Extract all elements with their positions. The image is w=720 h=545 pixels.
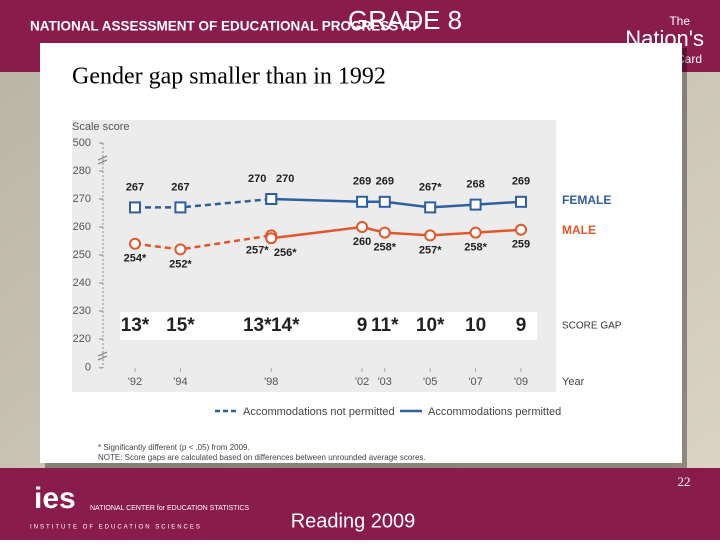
- y-tick-label: 280: [73, 165, 91, 177]
- value-label: 270: [276, 173, 294, 185]
- value-label: 269: [376, 176, 394, 188]
- x-tick-label: '02: [355, 376, 369, 388]
- series-line: [271, 197, 522, 209]
- value-label: 256*: [274, 247, 297, 259]
- value-label: 267*: [419, 181, 442, 193]
- footer-band: [0, 468, 720, 540]
- x-tick-label: '98: [264, 376, 278, 388]
- marker: [129, 237, 141, 250]
- axis-break: [97, 351, 108, 361]
- x-tick-label: '05: [423, 376, 437, 388]
- marker: [469, 198, 482, 211]
- value-label: 257*: [419, 244, 442, 256]
- y-tick-label: 220: [73, 333, 91, 345]
- gap-value: 10*: [416, 315, 445, 336]
- marker: [378, 226, 391, 239]
- legend-label: Accommodations not permitted: [243, 406, 395, 418]
- marker: [515, 223, 527, 236]
- gap-value: 13*: [121, 315, 150, 336]
- gap-label: SCORE GAP: [562, 321, 622, 332]
- marker: [424, 201, 437, 214]
- marker: [424, 229, 437, 242]
- gap-value: 11*: [371, 315, 399, 336]
- value-label: 258*: [373, 242, 396, 254]
- gap-value: 15*: [166, 315, 195, 336]
- marker: [469, 226, 482, 239]
- value-label: 258*: [464, 242, 487, 254]
- y-tick-label: 250: [73, 249, 91, 261]
- x-tick-label: '07: [468, 376, 482, 388]
- y-tick-label: 500: [73, 137, 91, 149]
- gap-value: 10: [465, 315, 486, 336]
- ies-logo: ies: [34, 482, 76, 515]
- gap-value: 13*: [243, 315, 272, 336]
- legend-label: Accommodations permitted: [428, 406, 561, 418]
- page-number: 22: [678, 474, 691, 489]
- value-label: 259: [512, 239, 530, 251]
- marker: [265, 193, 278, 205]
- x-axis-label: Year: [562, 376, 585, 388]
- gap-box: [120, 312, 537, 340]
- header-text: NATIONAL ASSESSMENT OF EDUCATIONAL PROGR…: [30, 19, 419, 34]
- marker: [378, 195, 391, 208]
- x-tick-label: '92: [128, 376, 142, 388]
- value-label: 254*: [124, 253, 147, 265]
- value-label: 268: [466, 179, 484, 191]
- marker: [129, 201, 141, 214]
- value-label: 260: [353, 236, 371, 248]
- x-tick-label: '94: [173, 376, 187, 388]
- y-tick-label: 0: [85, 362, 91, 374]
- gap-value: 9: [516, 315, 527, 336]
- value-label: 270: [248, 173, 266, 185]
- value-label: 269: [353, 176, 371, 188]
- gap-value: 14*: [271, 315, 300, 336]
- nces: NATIONAL CENTER for EDUCATION STATISTICS: [90, 505, 249, 512]
- marker: [356, 221, 369, 233]
- institute: INSTITUTE OF EDUCATION SCIENCES: [30, 525, 202, 531]
- y-tick-label: 260: [73, 221, 91, 233]
- x-tick-label: '03: [378, 376, 392, 388]
- series-label: FEMALE: [562, 193, 611, 207]
- series-label: MALE: [562, 223, 596, 237]
- value-label: 267: [126, 181, 144, 193]
- series-line: [271, 225, 522, 240]
- plot-area: [72, 120, 556, 392]
- value-label: 269: [512, 176, 530, 188]
- footnote: * Significantly different (p < .05) from…: [98, 443, 250, 452]
- footer-subject: Reading 2009: [291, 510, 416, 532]
- marker: [265, 232, 278, 245]
- logo: The: [669, 14, 690, 28]
- marker: [515, 195, 527, 208]
- value-label: 252*: [169, 258, 192, 270]
- y-axis-label: Scale score: [72, 121, 129, 133]
- header-grade: GRADE 8: [348, 5, 462, 35]
- y-tick-label: 240: [73, 277, 91, 289]
- marker: [356, 195, 369, 208]
- axis-break: [97, 155, 108, 165]
- x-tick-label: '09: [514, 376, 528, 388]
- gap-value: 9: [357, 315, 368, 336]
- y-tick-label: 230: [73, 305, 91, 317]
- footnote: NOTE: Score gaps are calculated based on…: [98, 453, 426, 462]
- value-label: 257*: [246, 244, 269, 256]
- marker: [174, 243, 187, 256]
- y-tick-label: 270: [73, 193, 91, 205]
- marker: [174, 201, 187, 214]
- value-label: 267: [171, 181, 189, 193]
- slide-title: Gender gap smaller than in 1992: [72, 64, 386, 90]
